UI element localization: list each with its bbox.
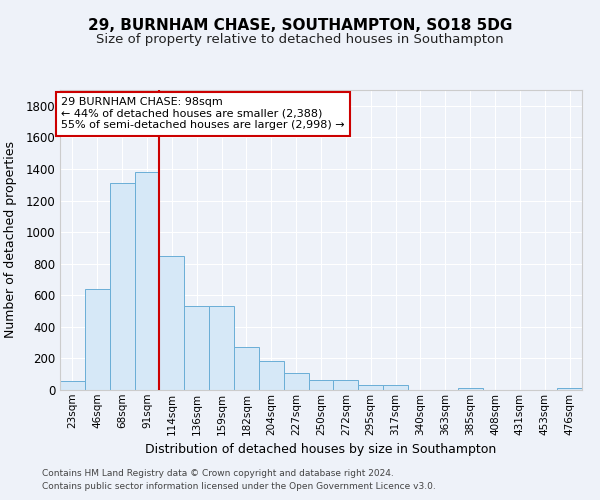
Bar (308, 380, 334, 390)
Text: 29, BURNHAM CHASE, SOUTHAMPTON, SO18 5DG: 29, BURNHAM CHASE, SOUTHAMPTON, SO18 5DG (88, 18, 512, 32)
Bar (334, 380, 358, 390)
Bar (60, 382, 85, 390)
Text: 29 BURNHAM CHASE: 98sqm
← 44% of detached houses are smaller (2,388)
55% of semi: 29 BURNHAM CHASE: 98sqm ← 44% of detache… (61, 97, 345, 130)
Text: Size of property relative to detached houses in Southampton: Size of property relative to detached ho… (96, 32, 504, 46)
Bar (358, 386, 383, 390)
Bar (259, 361, 284, 390)
Bar (184, 306, 209, 390)
Bar (160, 256, 184, 390)
Bar (134, 172, 160, 390)
Bar (284, 374, 308, 390)
Bar (110, 183, 134, 390)
Text: Contains public sector information licensed under the Open Government Licence v3: Contains public sector information licen… (42, 482, 436, 491)
Y-axis label: Number of detached properties: Number of detached properties (4, 142, 17, 338)
Bar (557, 388, 582, 390)
Bar (458, 388, 482, 390)
Bar (209, 306, 234, 390)
Bar (234, 346, 259, 390)
Text: Contains HM Land Registry data © Crown copyright and database right 2024.: Contains HM Land Registry data © Crown c… (42, 468, 394, 477)
Bar (383, 386, 408, 390)
X-axis label: Distribution of detached houses by size in Southampton: Distribution of detached houses by size … (145, 443, 497, 456)
Bar (85, 289, 110, 390)
